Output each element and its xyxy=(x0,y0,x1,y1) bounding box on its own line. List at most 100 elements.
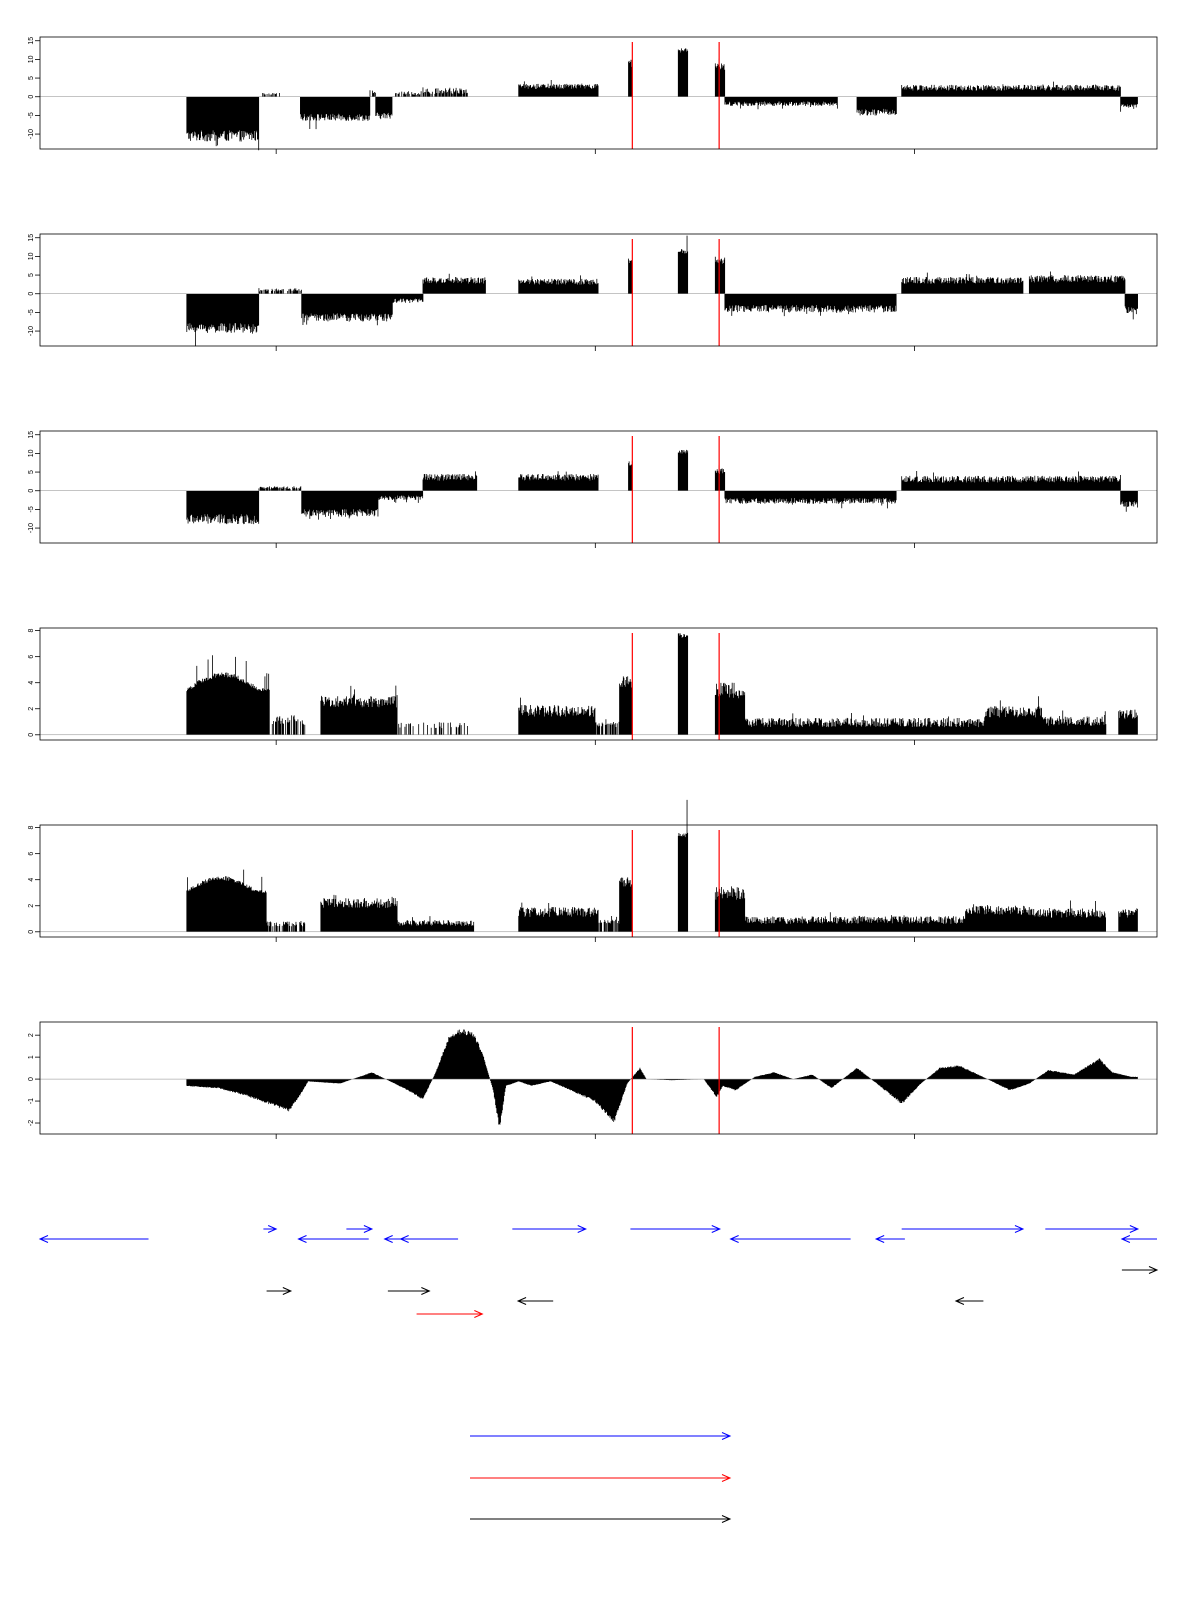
arrow-icon xyxy=(38,1235,49,1243)
annotation-feature xyxy=(263,1225,278,1233)
y-tick-label: 0 xyxy=(28,733,35,737)
panel-frame xyxy=(39,824,1158,938)
arrow-icon xyxy=(1120,1235,1131,1243)
y-tick-label: -10 xyxy=(28,326,35,336)
arrow-icon xyxy=(1129,1225,1140,1233)
y-tick-label: 15 xyxy=(28,431,35,439)
y-tick-label: -5 xyxy=(28,309,35,315)
annotation-feature xyxy=(416,1310,484,1318)
arrow-icon xyxy=(297,1235,307,1243)
annotation-feature xyxy=(38,1235,149,1243)
y-tick-label: 0 xyxy=(28,1077,35,1081)
panel-frame xyxy=(39,233,1158,347)
y-tick-label: -5 xyxy=(28,112,35,118)
data-series xyxy=(186,48,1138,151)
panel-1: -10 -5 0 5 10 15 xyxy=(28,36,1158,154)
y-tick-label: 15 xyxy=(28,37,35,45)
y-tick-label: 0 xyxy=(28,930,35,934)
panel-6: -2 -1 0 1 2 xyxy=(28,1021,1158,1139)
arrow-icon xyxy=(954,1297,965,1305)
y-tick-label: 6 xyxy=(28,655,35,659)
arrow-icon xyxy=(267,1225,278,1233)
arrow-icon xyxy=(577,1225,587,1233)
annotation-feature xyxy=(901,1225,1025,1233)
y-tick-label: 15 xyxy=(28,234,35,242)
arrow-icon xyxy=(711,1225,722,1233)
data-series xyxy=(186,799,1138,932)
y-tick-label: 2 xyxy=(28,707,35,711)
y-tick-label: 4 xyxy=(28,878,35,882)
y-tick-label: 6 xyxy=(28,852,35,856)
arrow-icon xyxy=(1148,1266,1159,1274)
data-series xyxy=(186,633,1138,735)
arrow-icon xyxy=(721,1432,732,1440)
data-bars xyxy=(186,235,1138,347)
arrow-icon xyxy=(721,1474,732,1482)
arrow-icon xyxy=(729,1235,739,1243)
arrow-icon xyxy=(421,1287,431,1295)
annotation-feature xyxy=(729,1235,851,1243)
y-tick-label: 0 xyxy=(28,292,35,296)
panel-frame xyxy=(39,1021,1158,1135)
annotation-feature xyxy=(387,1287,431,1295)
legend-entry xyxy=(470,1474,732,1482)
legend-entry xyxy=(470,1515,732,1523)
panel-2: -10 -5 0 5 10 15 xyxy=(28,233,1158,351)
arrow-icon xyxy=(383,1235,393,1243)
data-bars xyxy=(186,1029,1138,1125)
data-series xyxy=(186,449,1138,525)
y-tick-label: 10 xyxy=(28,252,35,260)
y-tick-label: 0 xyxy=(28,95,35,99)
data-bars xyxy=(186,449,1138,525)
annotations-track xyxy=(38,1225,1159,1318)
y-tick-label: 2 xyxy=(28,904,35,908)
y-tick-label: 10 xyxy=(28,449,35,457)
panel-frame xyxy=(39,430,1158,544)
annotation-feature xyxy=(512,1225,587,1233)
y-tick-label: -1 xyxy=(28,1098,35,1104)
y-tick-label: -10 xyxy=(28,129,35,139)
annotation-feature xyxy=(954,1297,984,1305)
arrow-icon xyxy=(874,1235,885,1243)
panel-5: 0 2 4 6 8 xyxy=(28,799,1158,942)
y-tick-label: -10 xyxy=(28,523,35,533)
data-bars xyxy=(186,48,1138,151)
data-bars xyxy=(186,633,1138,735)
panel-4: 0 2 4 6 8 xyxy=(28,627,1158,745)
data-series xyxy=(186,1029,1138,1125)
y-tick-label: 2 xyxy=(28,1033,35,1037)
panel-frame xyxy=(39,36,1158,150)
y-tick-label: 0 xyxy=(28,489,35,493)
annotation-feature xyxy=(1121,1266,1159,1274)
y-tick-label: 5 xyxy=(28,470,35,474)
arrow-icon xyxy=(363,1225,374,1233)
annotation-feature xyxy=(874,1235,905,1243)
annotation-feature xyxy=(297,1235,369,1243)
annotation-feature xyxy=(516,1297,554,1305)
annotation-feature xyxy=(346,1225,374,1233)
y-tick-label: 8 xyxy=(28,826,35,830)
arrow-icon xyxy=(721,1515,732,1523)
arrow-icon xyxy=(1014,1225,1025,1233)
y-tick-label: 4 xyxy=(28,681,35,685)
annotation-feature xyxy=(630,1225,722,1233)
data-series xyxy=(186,235,1138,347)
annotation-feature xyxy=(266,1287,293,1295)
panel-frame xyxy=(39,627,1158,741)
legend-entry xyxy=(470,1432,732,1440)
annotation-feature xyxy=(1120,1235,1157,1243)
y-tick-label: -5 xyxy=(28,506,35,512)
annotation-feature xyxy=(399,1235,459,1243)
y-tick-label: 5 xyxy=(28,76,35,80)
arrow-icon xyxy=(516,1297,527,1305)
arrow-icon xyxy=(474,1310,484,1318)
data-bars xyxy=(186,799,1138,932)
annotation-feature xyxy=(1045,1225,1140,1233)
arrow-icon xyxy=(399,1235,409,1243)
y-tick-label: 10 xyxy=(28,55,35,63)
y-tick-label: 8 xyxy=(28,629,35,633)
y-tick-label: -2 xyxy=(28,1120,35,1126)
panel-3: -10 -5 0 5 10 15 xyxy=(28,430,1158,548)
y-tick-label: 1 xyxy=(28,1055,35,1059)
